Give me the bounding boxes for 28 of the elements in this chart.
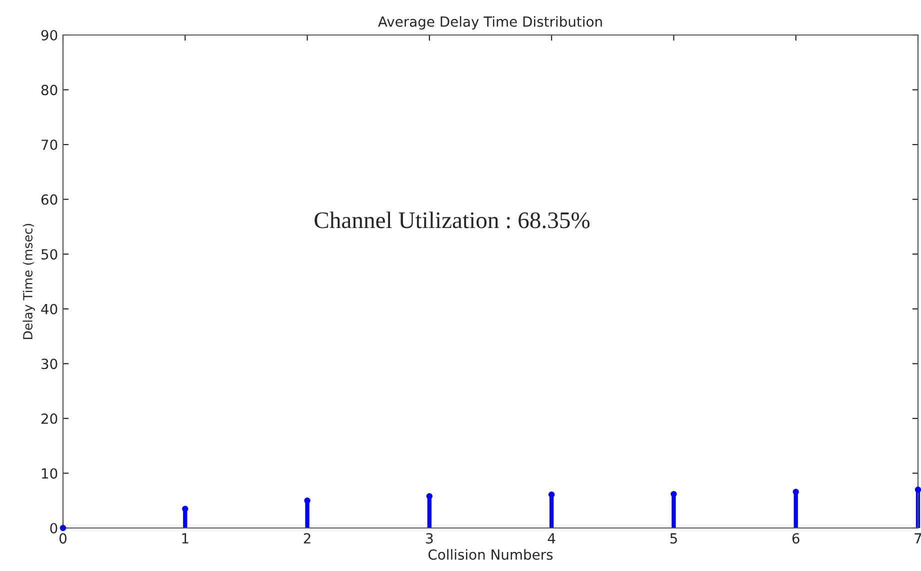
x-tick-label: 4	[548, 533, 556, 544]
point	[792, 488, 799, 495]
x-tick-label: 6	[792, 533, 800, 544]
y-tick-label: 20	[41, 413, 58, 424]
x-tick-label: 7	[914, 533, 921, 544]
x-tick-label: 0	[59, 533, 66, 544]
point	[426, 493, 433, 500]
y-tick-label: 50	[42, 249, 58, 260]
y-tick-label: 30	[42, 358, 58, 370]
y-tick-label: 0	[50, 522, 58, 534]
y-tick-label: 60	[41, 194, 58, 205]
x-tick-label: 1	[182, 533, 188, 544]
y-axis-title: Delay Time (msec)	[22, 224, 35, 339]
x-tick-label: 3	[426, 533, 433, 544]
x-tick-label: 5	[670, 533, 677, 544]
point	[182, 506, 188, 512]
point	[548, 491, 555, 498]
point	[670, 490, 677, 498]
y-tick-label: 70	[42, 140, 58, 150]
y-tick-label: 10	[42, 468, 58, 479]
point	[914, 486, 921, 493]
y-tick-label: 40	[41, 304, 58, 314]
y-tick-label: 80	[41, 84, 58, 96]
annotation: Channel Utilization : 68.35%	[314, 212, 590, 228]
x-tick-label: 2	[304, 533, 310, 544]
x-axis-title: Collision Numbers	[428, 549, 553, 560]
chart-title: Average Delay Time Distribution	[378, 16, 602, 30]
y-tick-label: 90	[41, 30, 58, 40]
